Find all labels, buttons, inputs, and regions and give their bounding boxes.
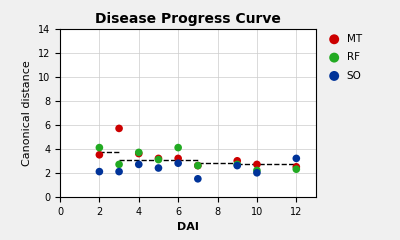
MT xyxy=(254,162,260,166)
RF xyxy=(254,168,260,172)
MT xyxy=(195,164,201,168)
SO xyxy=(293,156,300,160)
SO xyxy=(116,170,122,174)
SO xyxy=(234,164,240,168)
RF xyxy=(175,146,181,150)
RF xyxy=(234,162,240,166)
Y-axis label: Canonical distance: Canonical distance xyxy=(22,60,32,166)
MT xyxy=(136,152,142,156)
RF xyxy=(96,146,102,150)
MT xyxy=(175,156,181,160)
MT xyxy=(293,165,300,169)
Title: Disease Progress Curve: Disease Progress Curve xyxy=(95,12,281,26)
RF xyxy=(293,167,300,171)
X-axis label: DAI: DAI xyxy=(177,222,199,232)
SO xyxy=(254,171,260,175)
SO xyxy=(195,177,201,181)
SO xyxy=(175,161,181,165)
MT xyxy=(234,159,240,163)
RF xyxy=(136,150,142,154)
RF xyxy=(155,158,162,162)
MT xyxy=(116,126,122,130)
SO xyxy=(136,162,142,166)
SO xyxy=(155,166,162,170)
SO xyxy=(96,170,102,174)
Legend: MT, RF, SO: MT, RF, SO xyxy=(324,34,362,81)
MT xyxy=(155,156,162,160)
RF xyxy=(116,162,122,166)
MT xyxy=(96,153,102,157)
RF xyxy=(195,164,201,168)
